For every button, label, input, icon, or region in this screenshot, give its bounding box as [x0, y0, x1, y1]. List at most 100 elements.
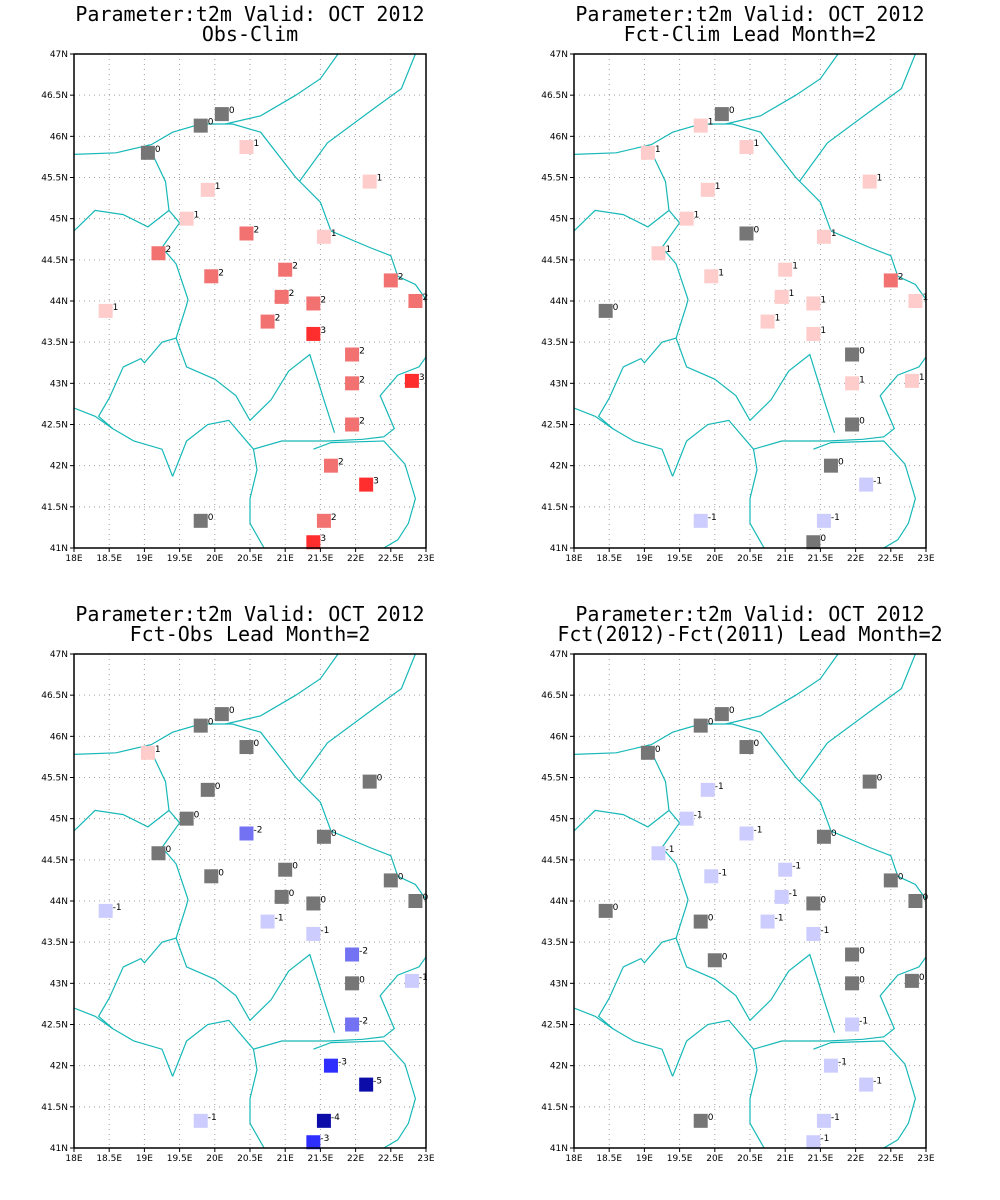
station-value-label: -1 — [820, 1134, 829, 1144]
station: 2 — [306, 295, 326, 311]
station-value-label: 3 — [320, 534, 326, 544]
station: 2 — [274, 289, 294, 304]
station-value-label: 0 — [165, 845, 171, 855]
station-marker — [859, 1077, 874, 1092]
coastline — [175, 337, 336, 433]
station: -1 — [193, 1113, 217, 1128]
station: 1 — [179, 211, 199, 226]
station: 2 — [260, 314, 280, 329]
coastline — [574, 723, 926, 900]
station-marker — [193, 718, 208, 733]
station: -2 — [345, 947, 368, 962]
y-tick-label: 46.5N — [41, 91, 68, 101]
y-tick-label: 46.5N — [541, 91, 568, 101]
station-marker — [316, 829, 331, 844]
station: -1 — [700, 782, 724, 797]
station: 2 — [408, 293, 428, 308]
y-tick-label: 45.5N — [541, 774, 568, 784]
station-marker — [193, 513, 208, 528]
station-marker — [151, 246, 166, 261]
x-tick-label: 23E — [417, 554, 434, 564]
coastline — [798, 54, 916, 182]
station-marker — [707, 953, 722, 968]
station-value-label: -1 — [753, 825, 762, 835]
station-value-label: 1 — [694, 211, 700, 221]
station-value-label: 2 — [165, 245, 171, 255]
station-marker — [883, 273, 898, 288]
station-value-label: 1 — [789, 289, 795, 299]
station-marker — [778, 262, 793, 277]
station: -3 — [323, 1058, 347, 1073]
y-tick-label: 44N — [550, 297, 568, 307]
station: -4 — [316, 1113, 340, 1128]
station-marker — [193, 118, 208, 133]
station-marker — [359, 477, 374, 492]
station: 2 — [239, 225, 259, 241]
station-marker — [140, 145, 155, 160]
station: 0 — [598, 903, 619, 918]
station-value-label: 0 — [655, 745, 661, 755]
station-value-label: -4 — [331, 1113, 340, 1123]
station-marker — [239, 740, 254, 755]
y-tick-label: 46N — [50, 132, 68, 142]
x-tick-label: 22E — [347, 554, 364, 564]
station: 3 — [306, 534, 326, 550]
station-value-label: 1 — [859, 375, 865, 385]
station-marker — [845, 976, 860, 991]
x-tick-label: 19.5E — [667, 1154, 693, 1164]
station-marker — [774, 289, 789, 304]
station: 1 — [200, 182, 221, 197]
station-marker — [679, 211, 694, 226]
coastline — [574, 407, 614, 430]
station-value-label: 0 — [820, 895, 826, 905]
y-tick-label: 45.5N — [41, 774, 68, 784]
station-marker — [323, 458, 338, 473]
station-value-label: -1 — [873, 477, 882, 487]
x-tick-label: 22.5E — [378, 1154, 404, 1164]
station: -1 — [693, 513, 717, 528]
station-value-label: -1 — [718, 868, 727, 878]
grid-lines — [574, 54, 926, 548]
station: -1 — [260, 914, 284, 929]
station: 0 — [239, 739, 259, 755]
station-value-label: 1 — [331, 229, 337, 239]
station-marker — [306, 296, 321, 311]
x-tick-label: 18E — [65, 1154, 82, 1164]
station: 0 — [140, 145, 161, 160]
coastlines — [74, 654, 426, 1148]
x-tick-label: 21E — [777, 554, 794, 564]
station: -1 — [859, 477, 882, 492]
x-tick-label: 22.5E — [878, 1154, 904, 1164]
station-marker — [845, 376, 860, 391]
station: 0 — [845, 417, 865, 432]
station-value-label: 0 — [859, 417, 865, 427]
coastline — [672, 1019, 765, 1148]
x-tick-label: 20.5E — [237, 1154, 263, 1164]
coastline — [313, 1040, 417, 1148]
coastline — [225, 54, 339, 125]
coastline — [74, 809, 170, 832]
station: -1 — [778, 862, 801, 877]
coastline — [172, 419, 265, 548]
station: 1 — [806, 295, 826, 311]
grid-lines — [574, 654, 926, 1148]
x-tick-label: 21.5E — [308, 1154, 334, 1164]
station-marker — [306, 926, 321, 941]
station: 1 — [316, 229, 337, 244]
station-marker — [239, 826, 254, 841]
station: -1 — [98, 903, 122, 918]
station: 2 — [204, 268, 224, 284]
station-marker — [345, 417, 360, 432]
x-tick-label: 20E — [706, 1154, 723, 1164]
station-marker — [200, 782, 215, 797]
station: 0 — [707, 952, 728, 968]
station-value-label: 2 — [253, 225, 259, 235]
station: 1 — [739, 139, 759, 155]
station-value-label: -1 — [820, 926, 829, 936]
station-value-label: 1 — [215, 182, 221, 192]
x-tick-label: 22.5E — [878, 554, 904, 564]
station-value-label: 0 — [331, 829, 337, 839]
y-tick-label: 46.5N — [41, 691, 68, 701]
station: -1 — [823, 1058, 847, 1073]
